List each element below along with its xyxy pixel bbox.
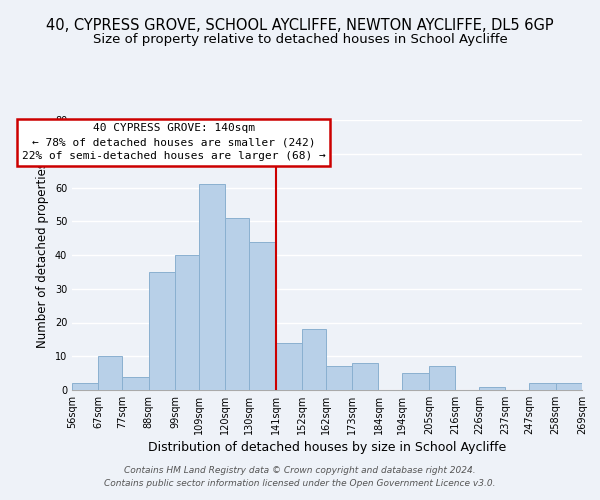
Bar <box>429 366 455 390</box>
Y-axis label: Number of detached properties: Number of detached properties <box>36 162 49 348</box>
Bar <box>352 363 379 390</box>
Bar <box>479 386 505 390</box>
Bar <box>199 184 225 390</box>
Bar <box>249 242 275 390</box>
Bar <box>326 366 352 390</box>
Bar <box>556 383 582 390</box>
Bar <box>122 376 149 390</box>
Bar <box>98 356 122 390</box>
Text: 40, CYPRESS GROVE, SCHOOL AYCLIFFE, NEWTON AYCLIFFE, DL5 6GP: 40, CYPRESS GROVE, SCHOOL AYCLIFFE, NEWT… <box>46 18 554 32</box>
Bar <box>403 373 429 390</box>
Bar <box>149 272 175 390</box>
Text: 40 CYPRESS GROVE: 140sqm
← 78% of detached houses are smaller (242)
22% of semi-: 40 CYPRESS GROVE: 140sqm ← 78% of detach… <box>22 124 326 162</box>
Bar <box>225 218 249 390</box>
Bar <box>529 383 556 390</box>
Bar <box>72 383 98 390</box>
Text: Size of property relative to detached houses in School Aycliffe: Size of property relative to detached ho… <box>92 32 508 46</box>
Text: Contains HM Land Registry data © Crown copyright and database right 2024.
Contai: Contains HM Land Registry data © Crown c… <box>104 466 496 487</box>
Bar <box>175 255 199 390</box>
Bar <box>275 343 302 390</box>
X-axis label: Distribution of detached houses by size in School Aycliffe: Distribution of detached houses by size … <box>148 441 506 454</box>
Bar <box>302 329 326 390</box>
